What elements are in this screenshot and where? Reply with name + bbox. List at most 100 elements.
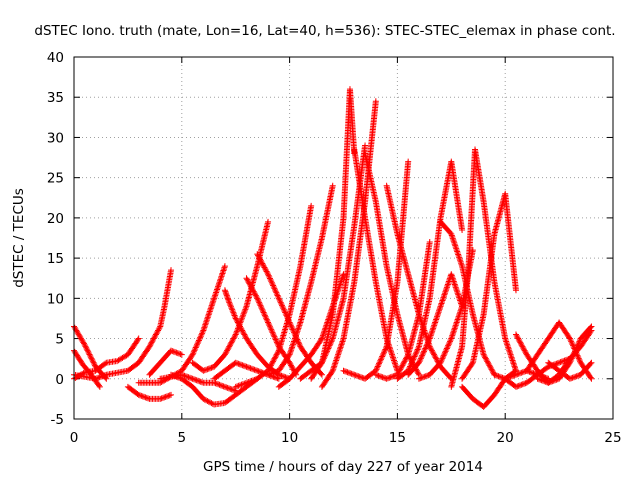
- data-point: [572, 373, 579, 380]
- data-point: [353, 372, 360, 379]
- data-point: [374, 372, 381, 379]
- data-point: [421, 373, 428, 380]
- y-tick-label: 20: [47, 211, 64, 227]
- data-point: [85, 348, 92, 355]
- data-point: [228, 305, 235, 312]
- data-point: [538, 377, 545, 384]
- data-point: [230, 309, 237, 316]
- data-point: [267, 362, 274, 369]
- data-point: [157, 395, 164, 402]
- data-point: [95, 374, 102, 381]
- data-point: [372, 371, 379, 378]
- data-point: [254, 296, 261, 303]
- data-point: [527, 369, 534, 376]
- data-point: [429, 348, 436, 355]
- data-point: [194, 377, 201, 384]
- data-point: [203, 397, 210, 404]
- data-point: [272, 288, 279, 295]
- data-point: [96, 374, 103, 381]
- data-point: [226, 299, 233, 306]
- data-point: [379, 374, 386, 381]
- data-point: [172, 373, 179, 380]
- data-point: [288, 363, 295, 370]
- data-point: [83, 344, 90, 351]
- data-point: [351, 371, 358, 378]
- data-point: [168, 267, 175, 274]
- data-point: [403, 354, 410, 361]
- data-point: [424, 341, 431, 348]
- data-point: [91, 360, 98, 367]
- data-point: [199, 330, 206, 337]
- data-point: [85, 350, 92, 357]
- data-point: [150, 335, 157, 342]
- data-point: [426, 239, 433, 246]
- x-tick-label: 5: [178, 430, 187, 446]
- data-point: [256, 255, 263, 262]
- data-point: [221, 383, 228, 390]
- data-point: [259, 306, 266, 313]
- data-point: [414, 346, 421, 353]
- data-point: [252, 291, 259, 298]
- data-point: [243, 275, 250, 282]
- data-point: [558, 358, 565, 365]
- data-point: [517, 339, 524, 346]
- data-point: [378, 373, 385, 380]
- data-point: [356, 373, 363, 380]
- data-point: [142, 394, 149, 401]
- data-point: [190, 376, 197, 383]
- data-point: [249, 377, 256, 384]
- data-point: [257, 256, 264, 263]
- data-point: [258, 259, 265, 266]
- data-point: [539, 377, 546, 384]
- data-point: [566, 335, 573, 342]
- data-point: [87, 354, 94, 361]
- data-point: [92, 375, 99, 382]
- data-point: [401, 358, 408, 365]
- data-point: [83, 346, 90, 353]
- data-point: [412, 352, 419, 359]
- data-point: [287, 361, 294, 368]
- data-point: [246, 364, 253, 371]
- data-point: [270, 358, 277, 365]
- data-point: [256, 299, 263, 306]
- data-point: [173, 349, 180, 356]
- data-point: [192, 376, 199, 383]
- data-point: [404, 352, 411, 359]
- data-point: [519, 369, 526, 376]
- data-point: [97, 373, 104, 380]
- data-point: [296, 342, 303, 349]
- data-point: [195, 338, 202, 345]
- data-point: [235, 320, 242, 327]
- data-point: [174, 350, 181, 357]
- data-point: [151, 334, 158, 341]
- data-point: [566, 375, 573, 382]
- data-point: [520, 346, 527, 353]
- data-point: [223, 348, 230, 355]
- data-point: [240, 362, 247, 369]
- data-point: [254, 367, 261, 374]
- data-point: [191, 347, 198, 354]
- data-point: [568, 338, 575, 345]
- data-point: [242, 380, 249, 387]
- data-point: [348, 370, 355, 377]
- data-point: [447, 229, 454, 236]
- data-point: [248, 284, 255, 291]
- data-point: [386, 374, 393, 381]
- data-point: [224, 347, 231, 354]
- data-point: [238, 361, 245, 368]
- data-point: [234, 383, 241, 390]
- data-point: [515, 382, 522, 389]
- data-point: [421, 348, 428, 355]
- y-tick-label: 5: [55, 332, 64, 348]
- data-point: [267, 363, 274, 370]
- data-point: [569, 374, 576, 381]
- data-point: [278, 302, 285, 309]
- data-point: [412, 350, 419, 357]
- data-point: [423, 342, 430, 349]
- data-point: [232, 315, 239, 322]
- data-point: [446, 339, 453, 346]
- data-point: [221, 351, 228, 358]
- data-point: [570, 344, 577, 351]
- y-tick-label: 35: [47, 90, 64, 106]
